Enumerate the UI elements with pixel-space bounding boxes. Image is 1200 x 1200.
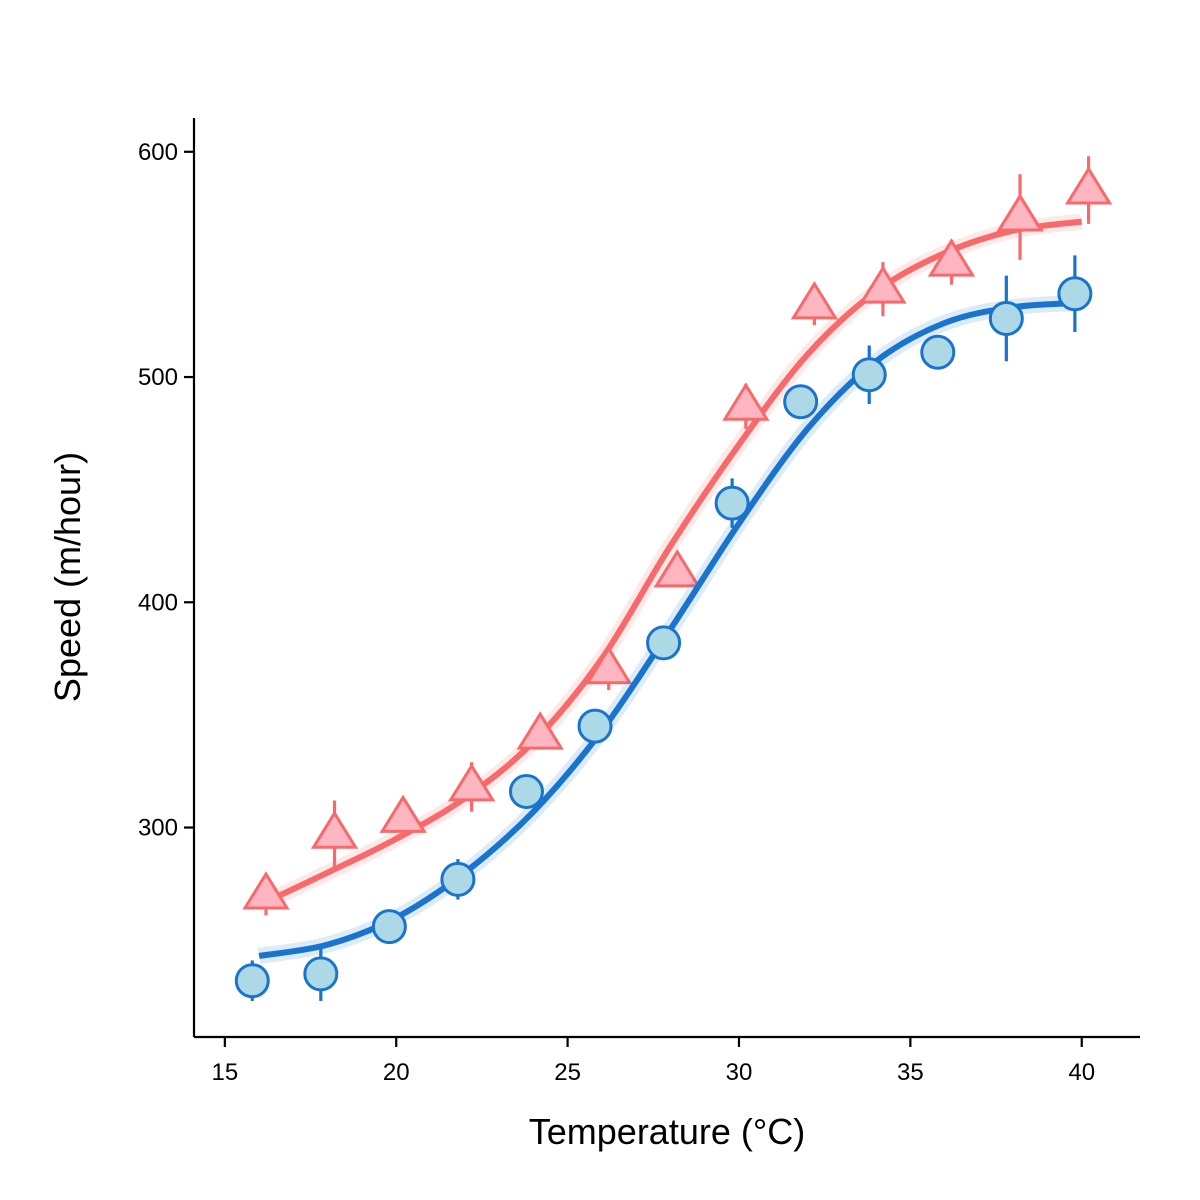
data-point-circle [303,956,339,992]
y-tick-label: 500 [138,364,178,391]
data-point-triangle [242,871,290,910]
x-tick-label: 40 [1068,1059,1095,1086]
data-point-circle [577,708,613,744]
x-tick-label: 20 [383,1059,410,1086]
data-point-circle [1057,276,1093,312]
data-point-triangle [790,281,839,320]
data-point-circle [920,334,956,370]
x-tick-label: 15 [211,1059,238,1086]
data-point-triangle [996,193,1044,232]
data-point-circle [508,773,544,809]
y-tick-label: 300 [138,815,178,842]
data-point-triangle [516,711,564,750]
x-tick-label: 35 [897,1059,924,1086]
data-point-triangle [447,763,496,802]
data-point-triangle [653,549,701,588]
triangle-series [242,156,1113,916]
data-point-triangle [927,238,976,277]
y-tick-label: 400 [138,589,178,616]
data-point-circle [783,384,819,420]
y-axis-ticks: 300 400 500 600 [138,139,194,842]
x-tick-label: 25 [554,1059,581,1086]
data-point-circle [851,357,887,393]
fit-line [264,218,1083,905]
x-axis-ticks: 15 20 25 30 35 40 [211,1037,1095,1086]
data-point-circle [714,485,750,521]
data-point-circle [234,963,270,999]
data-point-circle [371,909,407,945]
data-point-triangle [722,382,770,421]
data-point-triangle [585,645,633,685]
data-point-triangle [1064,166,1113,205]
data-point-circle [646,625,682,661]
data-point-triangle [310,810,359,849]
data-point-triangle [379,794,427,833]
circle-series [234,255,1093,1001]
data-point-triangle [859,265,907,304]
data-point-circle [988,300,1024,336]
plot-area [234,156,1113,1001]
x-tick-label: 30 [726,1059,753,1086]
data-point-circle [440,861,476,897]
y-axis-title: Speed (m/hour) [47,452,88,702]
x-axis-title: Temperature (°C) [529,1111,805,1152]
y-tick-label: 600 [138,139,178,166]
